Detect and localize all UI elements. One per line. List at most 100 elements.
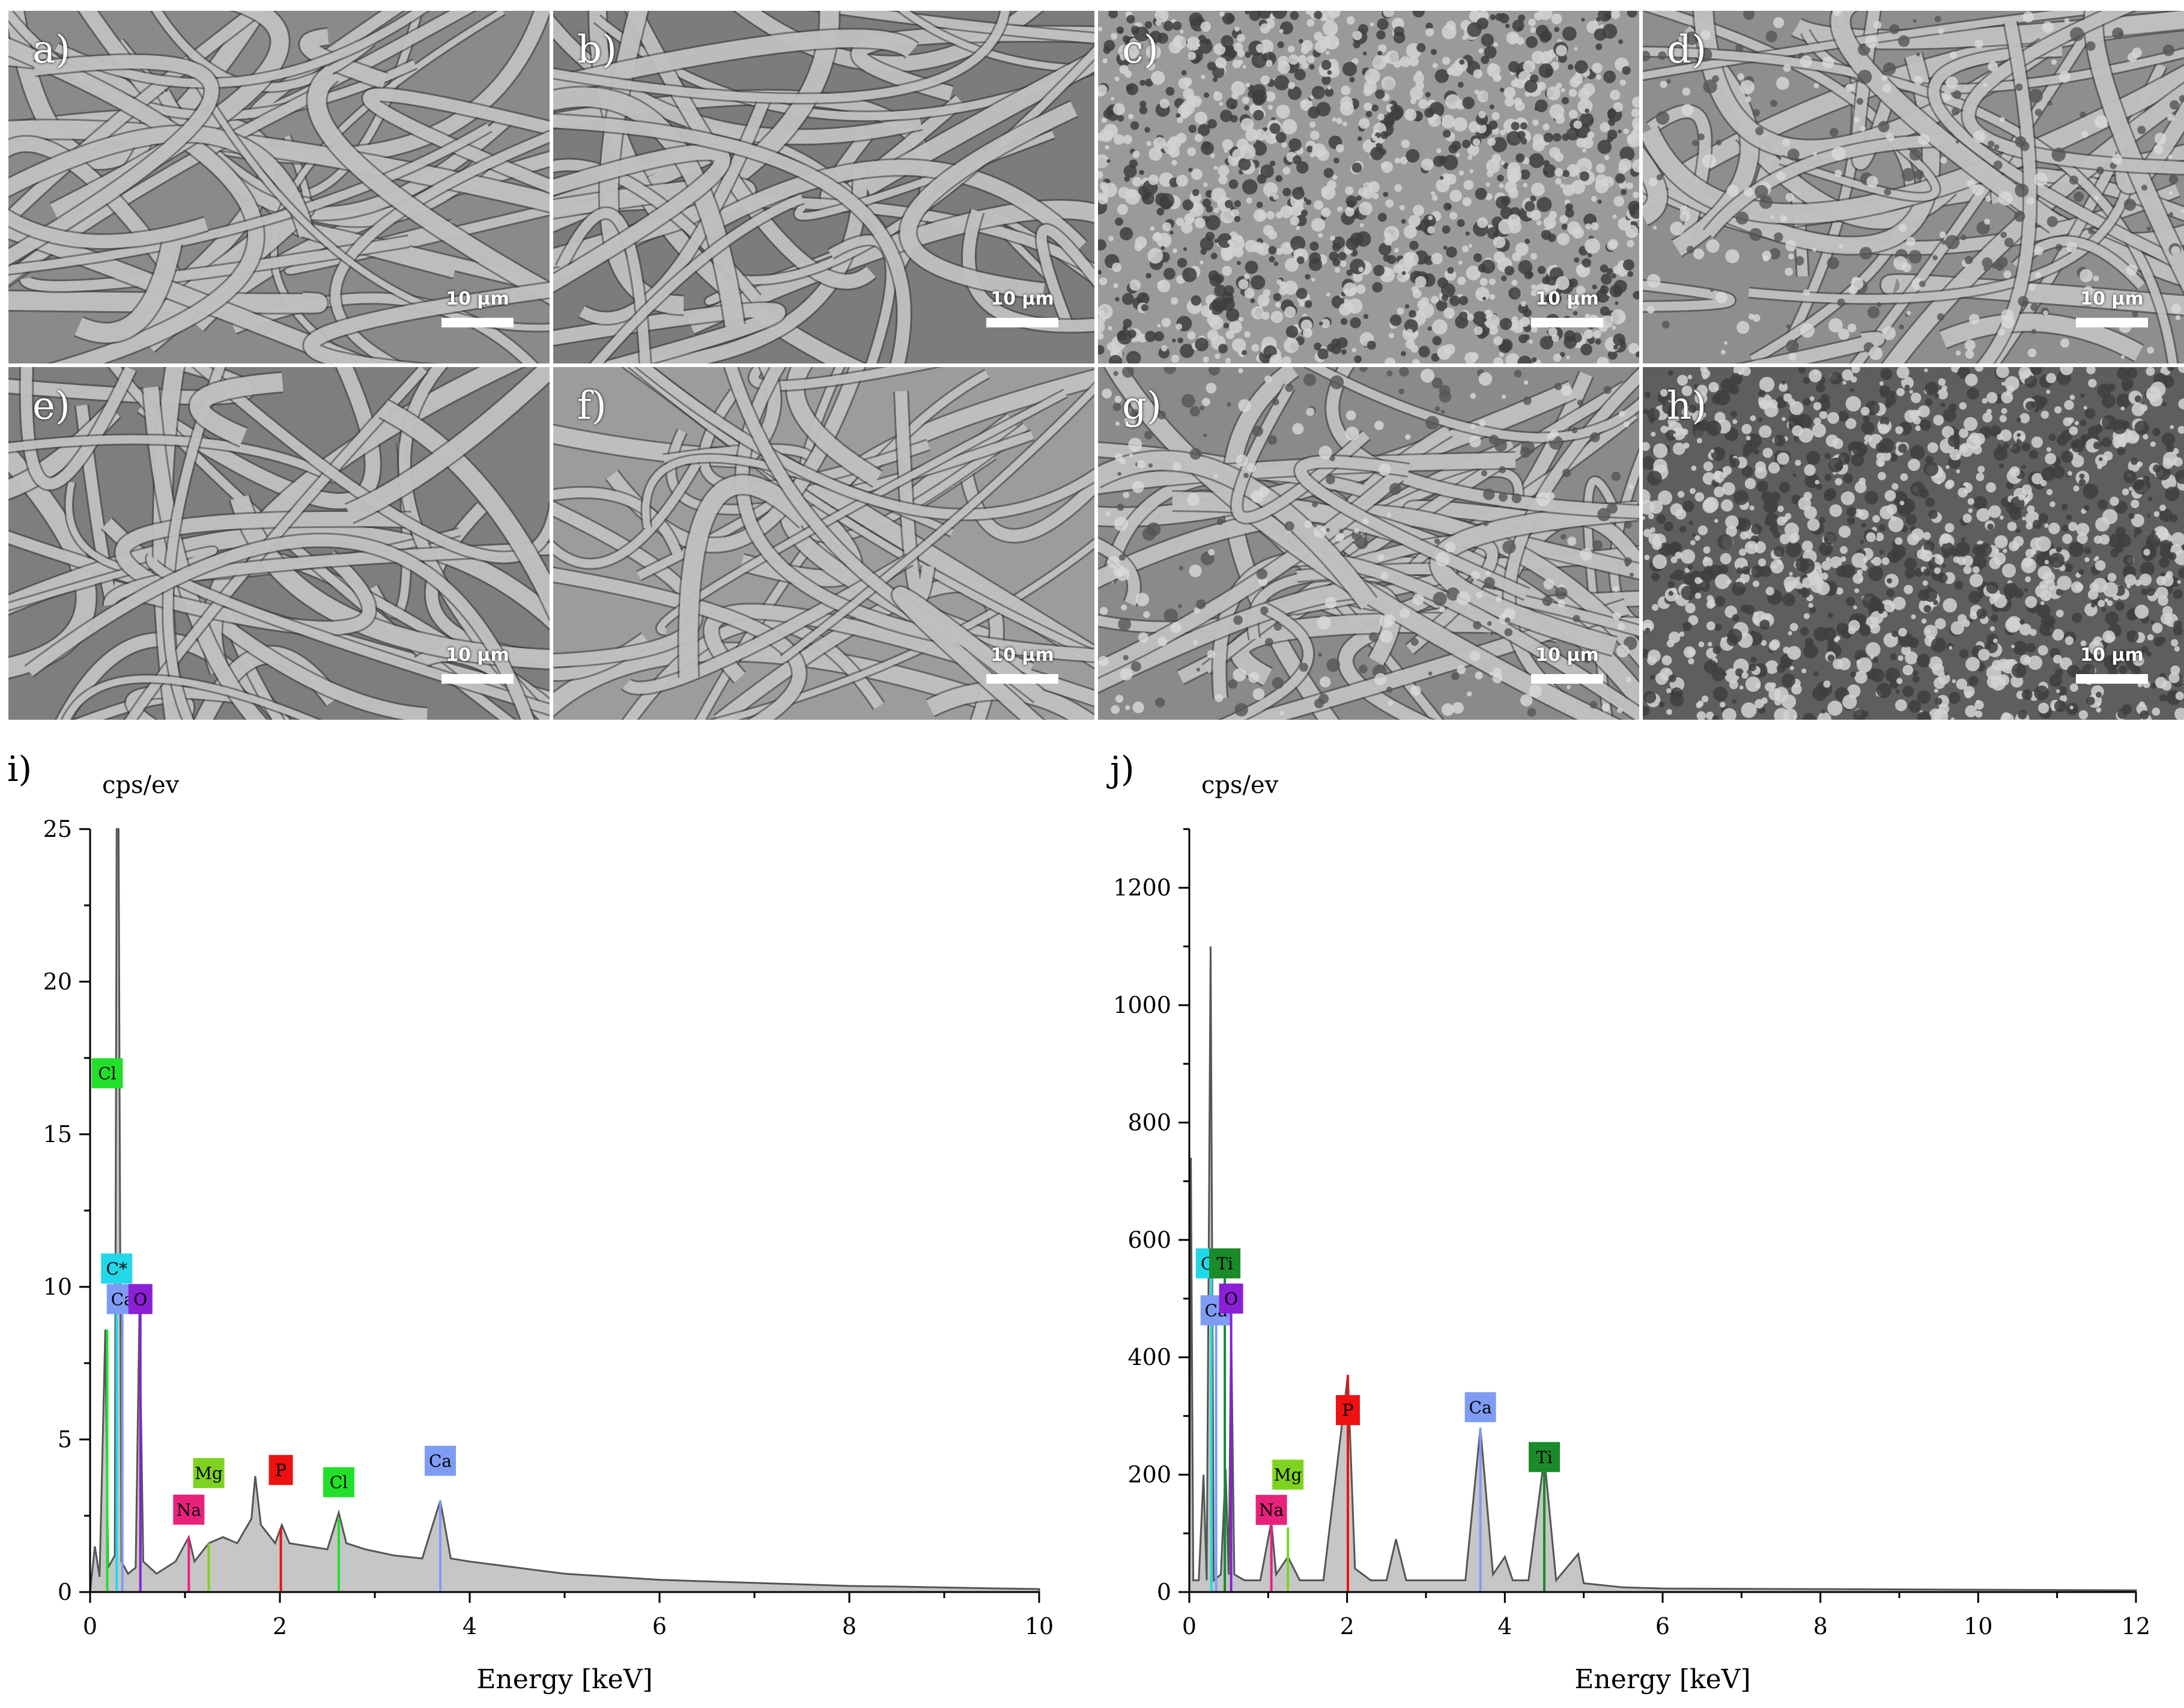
element-label-text: P bbox=[275, 1460, 287, 1480]
element-label: Ca bbox=[425, 1445, 457, 1476]
element-label-text: Mg bbox=[195, 1463, 223, 1483]
y-tick-label: 20 bbox=[43, 968, 72, 995]
y-axis-label: cps/ev bbox=[102, 771, 180, 799]
element-label: Ti bbox=[1209, 1248, 1241, 1278]
element-label: O bbox=[128, 1284, 153, 1314]
sem-texture bbox=[1643, 11, 2184, 363]
sem-texture bbox=[1098, 367, 1639, 720]
element-label: Cl bbox=[91, 1058, 123, 1089]
y-tick-label: 25 bbox=[43, 816, 72, 842]
spectrum-area bbox=[89, 828, 1040, 1593]
element-label-text: Ca bbox=[429, 1451, 452, 1471]
scale-bar-line bbox=[986, 674, 1058, 684]
x-tick-label: 8 bbox=[842, 1613, 857, 1640]
element-label: Cl bbox=[323, 1467, 354, 1498]
sem-texture bbox=[8, 11, 550, 363]
sem-panel-label: h) bbox=[1667, 384, 1707, 428]
sem-panel-label: c) bbox=[1122, 28, 1159, 72]
element-label-text: O bbox=[1224, 1289, 1238, 1309]
sem-panel: e) 10 µm bbox=[8, 367, 550, 720]
scale-bar: 10 µm bbox=[1531, 645, 1603, 684]
element-label: Ca bbox=[1464, 1392, 1496, 1423]
element-label-text: Na bbox=[177, 1500, 201, 1520]
chart-panel-label: i) bbox=[7, 749, 32, 789]
element-label-text: Mg bbox=[1274, 1465, 1302, 1485]
scale-bar: 10 µm bbox=[441, 288, 514, 327]
scale-bar-line bbox=[441, 674, 514, 684]
element-label-text: Ti bbox=[1216, 1254, 1233, 1274]
sem-image-grid: a) 10 µm b) 10 µm c) 10 µm d) 10 µm e) 10 µm f) 10 … bbox=[8, 11, 2184, 720]
y-tick-label: 0 bbox=[58, 1579, 72, 1605]
sem-panel-label: d) bbox=[1667, 28, 1706, 72]
scale-bar-line bbox=[986, 318, 1058, 327]
scale-bar-label: 10 µm bbox=[2080, 645, 2144, 666]
y-tick-label: 10 bbox=[43, 1274, 72, 1300]
scale-bar-label: 10 µm bbox=[990, 645, 1054, 666]
element-label: P bbox=[1335, 1395, 1360, 1426]
x-tick-label: 4 bbox=[1497, 1613, 1512, 1640]
x-axis-label: Energy [keV] bbox=[476, 1664, 652, 1695]
scale-bar: 10 µm bbox=[2076, 645, 2148, 684]
y-tick-label: 400 bbox=[1127, 1344, 1171, 1370]
x-tick-label: 0 bbox=[83, 1613, 97, 1640]
sem-texture bbox=[1643, 367, 2184, 720]
element-label: Na bbox=[173, 1494, 205, 1525]
sem-panel-label: g) bbox=[1122, 384, 1162, 428]
x-tick-label: 6 bbox=[1655, 1613, 1670, 1640]
scale-bar-line bbox=[1531, 674, 1603, 684]
sem-panel-label: a) bbox=[32, 28, 71, 72]
y-tick-label: 5 bbox=[58, 1426, 72, 1453]
scale-bar: 10 µm bbox=[2076, 288, 2148, 327]
sem-panel-label: f) bbox=[577, 384, 607, 428]
sem-texture bbox=[8, 367, 550, 720]
element-label: Mg bbox=[1272, 1459, 1304, 1490]
x-tick-label: 0 bbox=[1182, 1613, 1197, 1640]
sem-texture bbox=[1098, 11, 1639, 363]
element-label: Na bbox=[1255, 1495, 1287, 1525]
y-tick-label: 800 bbox=[1127, 1109, 1171, 1135]
element-label: Ti bbox=[1529, 1442, 1560, 1472]
x-tick-label: 2 bbox=[273, 1613, 287, 1640]
y-tick-label: 1000 bbox=[1113, 992, 1171, 1018]
x-tick-label: 2 bbox=[1340, 1613, 1354, 1640]
element-label-text: P bbox=[1342, 1400, 1354, 1420]
element-label-text: Cl bbox=[98, 1063, 116, 1083]
element-label: P bbox=[268, 1454, 293, 1485]
element-label-text: O bbox=[133, 1289, 147, 1309]
scale-bar-line bbox=[1531, 318, 1603, 327]
sem-panel: c) 10 µm bbox=[1098, 11, 1639, 363]
scale-bar-label: 10 µm bbox=[2080, 288, 2144, 309]
element-label: O bbox=[1219, 1283, 1243, 1314]
scale-bar: 10 µm bbox=[986, 288, 1058, 327]
scale-bar-line bbox=[2076, 674, 2148, 684]
element-label: Mg bbox=[193, 1457, 225, 1488]
element-label-text: Cl bbox=[330, 1472, 348, 1492]
scale-bar-label: 10 µm bbox=[1535, 645, 1599, 666]
x-tick-label: 10 bbox=[1964, 1613, 1992, 1640]
scale-bar-line bbox=[441, 318, 514, 327]
element-label-text: Ca bbox=[1469, 1397, 1492, 1417]
x-tick-label: 6 bbox=[652, 1613, 667, 1640]
sem-panel: b) 10 µm bbox=[553, 11, 1094, 363]
sem-panel: g) 10 µm bbox=[1098, 367, 1639, 720]
scale-bar-label: 10 µm bbox=[1535, 288, 1599, 309]
sem-panel: h) 10 µm bbox=[1643, 367, 2184, 720]
element-label-text: Ti bbox=[1536, 1447, 1553, 1467]
sem-panel-label: e) bbox=[32, 384, 70, 428]
scale-bar-label: 10 µm bbox=[990, 288, 1054, 309]
scale-bar-line bbox=[2076, 318, 2148, 327]
y-axis-label: cps/ev bbox=[1201, 771, 1279, 799]
eds-spectrum-i: i) cps/ev Energy [keV] Cl C* Ca O Na Mg P Cl Ca 0 2 4 6… bbox=[0, 739, 1069, 1700]
x-tick-label: 4 bbox=[463, 1613, 477, 1640]
sem-panel: a) 10 µm bbox=[8, 11, 550, 363]
spectrum-area bbox=[1188, 946, 2137, 1593]
y-tick-label: 200 bbox=[1127, 1462, 1171, 1488]
element-label-text: C* bbox=[106, 1259, 127, 1279]
scale-bar: 10 µm bbox=[986, 645, 1058, 684]
x-tick-label: 8 bbox=[1813, 1613, 1828, 1640]
x-tick-label: 12 bbox=[2122, 1613, 2150, 1640]
sem-panel: f) 10 µm bbox=[553, 367, 1094, 720]
chart-panel-label: j) bbox=[1106, 749, 1135, 789]
sem-panel: d) 10 µm bbox=[1643, 11, 2184, 363]
